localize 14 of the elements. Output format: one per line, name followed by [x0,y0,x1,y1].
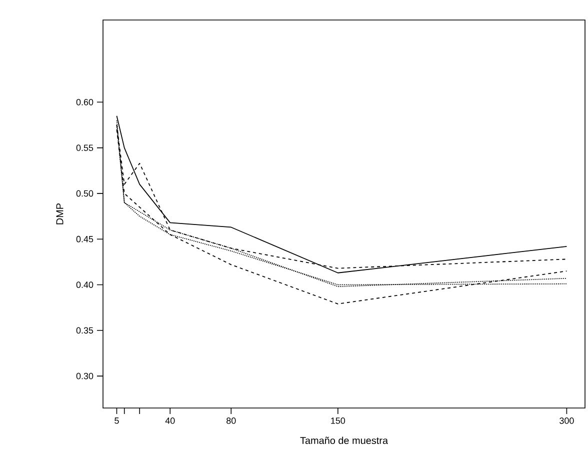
y-tick-label: 0.45 [76,236,94,242]
y-tick-label: 0.30 [76,372,94,380]
y-tick-label: 0.60 [76,98,94,106]
y-tick-label: 0.55 [76,144,94,151]
x-tick-label: 5 [114,418,119,424]
y-tick-label: 0.50 [76,190,94,197]
x-axis-title: Tamaño de muestra [300,436,388,444]
x-tick-label: 150 [331,418,346,424]
y-axis-title: DMP [56,203,64,224]
y-tick-label: 0.40 [76,282,94,288]
x-tick-label: 40 [165,418,175,424]
x-tick-label: 80 [226,418,236,424]
x-tick-label: 300 [560,418,574,424]
y-tick-label: 0.35 [76,327,94,334]
